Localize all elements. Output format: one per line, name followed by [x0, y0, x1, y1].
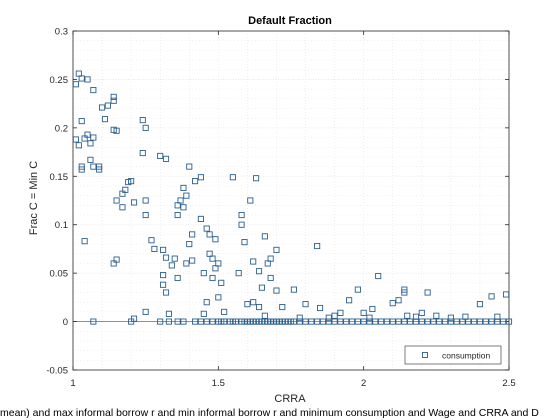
y-tick-label: 0.1	[55, 220, 68, 231]
x-tick-label: 1.5	[212, 378, 225, 389]
y-tick-label: 0.3	[55, 27, 68, 38]
y-axis-label: Frac C = Min C	[28, 161, 40, 235]
y-tick-label: 0	[63, 317, 68, 328]
x-tick-label: 2	[361, 378, 366, 389]
x-axis-label: CRRA	[274, 393, 306, 405]
y-tick-label: 0.2	[55, 123, 68, 134]
y-tick-label: -0.05	[46, 366, 68, 377]
legend: consumption	[405, 346, 501, 364]
x-tick-label: 1	[70, 378, 75, 389]
legend-label: consumption	[442, 351, 490, 361]
y-tick-label: 0.05	[50, 269, 69, 280]
chart-title: Default Fraction	[248, 15, 332, 27]
x-tick-label: 2.5	[502, 378, 515, 389]
y-tick-label: 0.15	[50, 172, 69, 183]
y-tick-label: 0.25	[50, 75, 69, 86]
caption: mean) and max informal borrow r and min …	[0, 407, 539, 419]
